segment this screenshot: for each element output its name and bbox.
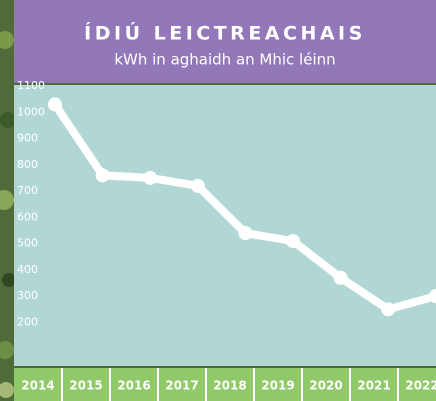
y-tick-label: 400 xyxy=(17,263,38,276)
x-tick-label: 2014 xyxy=(21,379,54,393)
point xyxy=(95,168,110,183)
y-tick-label: 1100 xyxy=(17,79,45,92)
y-tick-label: 800 xyxy=(17,158,38,171)
category-bar xyxy=(14,368,436,401)
x-tick-label: 2019 xyxy=(261,379,294,393)
x-tick-label: 2015 xyxy=(69,379,102,393)
plot-area xyxy=(14,85,436,366)
point xyxy=(48,97,62,112)
x-tick-label: 2021 xyxy=(357,379,390,393)
chart-subtitle: kWh in aghaidh an Mhic léinn xyxy=(114,51,335,69)
point xyxy=(143,170,158,185)
x-tick-label: 2017 xyxy=(165,379,198,393)
chart-title: ÍDIÚ LEICTREACHAIS xyxy=(84,21,366,45)
y-tick-label: 300 xyxy=(17,289,38,302)
point xyxy=(286,234,300,249)
y-tick-label: 900 xyxy=(17,132,38,145)
y-tick-label: 1000 xyxy=(17,105,45,118)
y-tick-label: 700 xyxy=(17,184,38,197)
x-tick-label: 2020 xyxy=(309,379,342,393)
point xyxy=(428,289,436,304)
foliage xyxy=(0,31,16,398)
point xyxy=(333,270,348,285)
point xyxy=(381,302,396,317)
x-tick-label: 2022 xyxy=(405,379,436,393)
y-tick-label: 600 xyxy=(17,210,38,223)
x-tick-label: 2016 xyxy=(117,379,150,393)
y-tick-label: 200 xyxy=(17,315,38,328)
x-tick-label: 2018 xyxy=(213,379,246,393)
point xyxy=(190,178,205,193)
point xyxy=(238,226,253,241)
y-tick-label: 500 xyxy=(17,237,38,250)
header xyxy=(14,0,436,83)
